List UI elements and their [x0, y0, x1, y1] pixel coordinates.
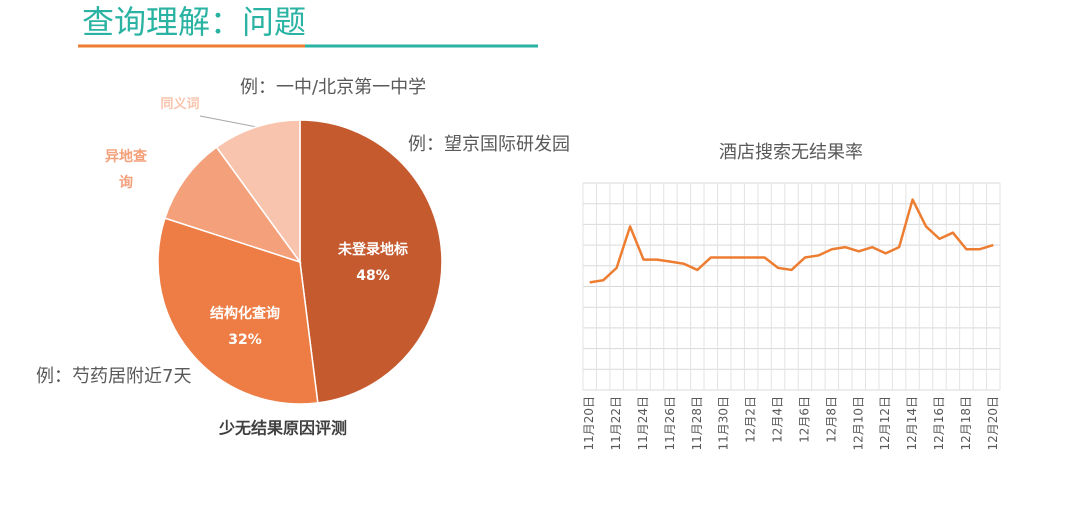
- slice-label: 异地查询: [105, 149, 147, 191]
- slide-title: 查询理解：问题: [82, 3, 306, 41]
- line-chart-title: 酒店搜索无结果率: [719, 142, 863, 163]
- pie-slice: [215, 119, 301, 265]
- x-tick-label: 12月12日: [878, 396, 892, 451]
- line-series: [589, 198, 994, 284]
- x-tick-label: 11月22日: [609, 396, 623, 451]
- x-tick-label: 12月10日: [851, 396, 865, 451]
- x-tick-label: 12月18日: [959, 396, 973, 451]
- annotation: 例：芍药居附近7天: [36, 366, 191, 387]
- x-tick-label: 11月20日: [582, 396, 596, 451]
- x-tick-label: 12月6日: [797, 396, 811, 443]
- x-tick-label: 12月2日: [744, 396, 758, 443]
- slice-label: 未登录地标: [338, 241, 408, 258]
- x-tick-label: 12月8日: [824, 396, 838, 443]
- slice-label: 同义词: [160, 97, 200, 112]
- x-tick-label: 11月24日: [636, 396, 650, 451]
- slice-label: 结构化查询: [210, 305, 280, 322]
- pie-slice: [299, 119, 443, 404]
- x-tick-label: 11月26日: [663, 396, 677, 451]
- x-tick-label: 12月14日: [905, 396, 919, 451]
- pie-slice: [164, 146, 302, 264]
- annotation: 例：望京国际研发园: [408, 134, 570, 155]
- x-tick-label: 11月30日: [717, 396, 731, 451]
- x-tick-label: 11月28日: [690, 396, 704, 451]
- x-tick-label: 12月16日: [932, 396, 946, 451]
- slice-value-label: 32%: [228, 332, 262, 348]
- slice-value-label: 48%: [356, 268, 390, 284]
- leader-line: [199, 115, 263, 129]
- pie-title: 少无结果原因评测: [218, 419, 347, 438]
- x-tick-label: 12月4日: [771, 396, 785, 443]
- annotation: 例：一中/北京第一中学: [240, 77, 426, 98]
- pie-slice: [157, 217, 319, 405]
- x-tick-label: 12月20日: [986, 396, 1000, 451]
